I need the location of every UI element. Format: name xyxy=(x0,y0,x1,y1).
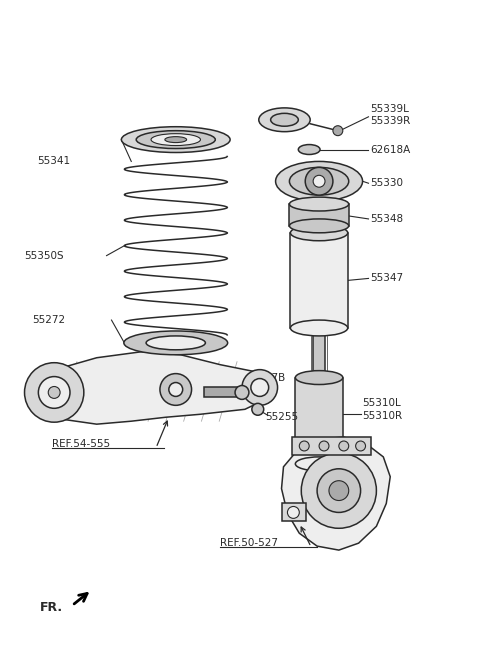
Circle shape xyxy=(160,373,192,405)
Text: 55272: 55272 xyxy=(33,315,66,325)
Ellipse shape xyxy=(290,320,348,336)
Text: 55348: 55348 xyxy=(371,214,404,224)
Ellipse shape xyxy=(271,113,298,126)
Bar xyxy=(292,437,372,455)
Text: 62617B: 62617B xyxy=(245,373,285,383)
Ellipse shape xyxy=(146,336,205,350)
Ellipse shape xyxy=(289,219,349,233)
Polygon shape xyxy=(40,352,272,424)
Circle shape xyxy=(48,386,60,398)
Circle shape xyxy=(356,441,366,451)
Text: FR.: FR. xyxy=(40,601,63,614)
Bar xyxy=(313,328,325,379)
Ellipse shape xyxy=(121,126,230,153)
Circle shape xyxy=(329,481,349,500)
Ellipse shape xyxy=(298,145,320,155)
Polygon shape xyxy=(281,437,390,550)
Circle shape xyxy=(305,168,333,195)
Text: 55330: 55330 xyxy=(371,178,404,188)
Bar xyxy=(204,388,240,398)
Circle shape xyxy=(169,383,183,396)
Ellipse shape xyxy=(136,131,216,149)
Text: REF.54-555: REF.54-555 xyxy=(52,439,110,449)
Bar xyxy=(290,233,348,328)
Circle shape xyxy=(313,176,325,187)
Ellipse shape xyxy=(276,161,362,201)
Circle shape xyxy=(317,469,360,512)
Circle shape xyxy=(242,369,277,405)
Ellipse shape xyxy=(289,197,349,211)
Ellipse shape xyxy=(289,168,349,195)
Circle shape xyxy=(251,379,269,396)
Circle shape xyxy=(333,126,343,136)
Circle shape xyxy=(38,377,70,408)
Text: 55341: 55341 xyxy=(37,157,71,166)
Ellipse shape xyxy=(124,331,228,355)
Text: 55350S: 55350S xyxy=(24,251,64,261)
Circle shape xyxy=(252,403,264,415)
Circle shape xyxy=(339,441,349,451)
Text: 62618A: 62618A xyxy=(371,145,411,155)
Text: 55255: 55255 xyxy=(264,412,298,422)
Circle shape xyxy=(300,441,309,451)
Bar xyxy=(281,504,306,521)
Ellipse shape xyxy=(151,134,201,145)
Ellipse shape xyxy=(295,457,343,471)
Circle shape xyxy=(24,363,84,422)
Text: 55310L
55310R: 55310L 55310R xyxy=(362,398,403,421)
Ellipse shape xyxy=(259,108,310,132)
Circle shape xyxy=(235,386,249,400)
Circle shape xyxy=(288,506,300,518)
Circle shape xyxy=(319,441,329,451)
Ellipse shape xyxy=(295,371,343,384)
Ellipse shape xyxy=(165,137,187,143)
Ellipse shape xyxy=(290,225,348,241)
Text: 55347: 55347 xyxy=(371,273,404,284)
Text: 55339L
55339R: 55339L 55339R xyxy=(371,103,411,126)
Text: REF.50-527: REF.50-527 xyxy=(220,538,278,548)
Circle shape xyxy=(301,453,376,529)
Bar xyxy=(295,377,343,464)
Bar xyxy=(289,204,349,226)
